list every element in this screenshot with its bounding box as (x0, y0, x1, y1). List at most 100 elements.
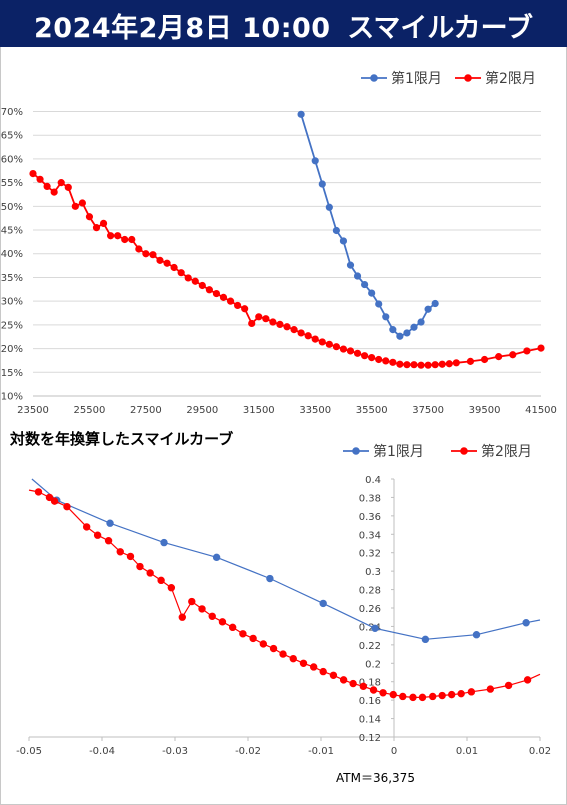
data-point-2 (289, 654, 297, 663)
data-point-1 (346, 261, 355, 269)
data-point-2 (424, 361, 432, 369)
data-point-2 (486, 685, 495, 693)
x-tick-label: -0.04 (89, 746, 115, 757)
data-point-1 (472, 631, 481, 639)
chart2-heading: 対数を年換算したスマイルカーブ (10, 430, 234, 448)
y-tick-label: 0.22 (359, 641, 381, 652)
data-point-2 (409, 693, 417, 702)
data-point-1 (417, 318, 425, 326)
data-point-2 (297, 329, 305, 337)
data-point-2 (417, 361, 425, 369)
y-tick-label: 0.38 (359, 493, 381, 504)
data-point-2 (116, 548, 124, 556)
y-tick-label: 40% (1, 249, 23, 260)
x-tick-label: 37500 (412, 405, 444, 416)
data-point-2 (269, 644, 278, 653)
data-point-2 (310, 663, 318, 671)
y-tick-label: 20% (1, 344, 23, 355)
data-point-2 (34, 488, 43, 496)
y-tick-label: 30% (1, 297, 23, 308)
data-point-2 (361, 352, 369, 360)
legend-label-1: 第1限月 (373, 443, 424, 460)
data-point-2 (212, 289, 221, 298)
y-tick-label: 0.34 (359, 530, 381, 541)
y-tick-label: 0.4 (365, 475, 381, 486)
data-point-2 (452, 359, 460, 367)
data-point-1 (311, 157, 319, 165)
data-point-2 (114, 232, 122, 240)
y-tick-label: 55% (1, 178, 23, 189)
data-point-2 (170, 263, 178, 272)
data-point-2 (379, 689, 387, 697)
data-point-2 (445, 360, 453, 368)
x-tick-label: -0.03 (162, 746, 188, 757)
data-point-2 (184, 274, 192, 282)
atm-label: ATM＝36,375 (336, 771, 415, 785)
series-line-1 (31, 478, 541, 640)
y-tick-label: 0.32 (359, 549, 381, 560)
data-point-2 (43, 182, 51, 191)
data-point-2 (466, 357, 475, 365)
data-point-2 (290, 326, 298, 334)
data-point-2 (319, 667, 327, 676)
data-point-1 (339, 237, 348, 245)
data-point-2 (85, 213, 94, 221)
data-point-2 (382, 357, 390, 365)
data-point-2 (50, 188, 58, 196)
data-point-2 (128, 235, 136, 244)
x-tick-label: 35500 (356, 405, 388, 416)
data-point-2 (198, 281, 206, 290)
data-point-2 (226, 297, 235, 305)
data-point-2 (107, 232, 115, 240)
data-point-2 (104, 537, 113, 545)
data-point-2 (163, 259, 171, 267)
data-point-2 (64, 183, 72, 191)
x-tick-label: 41500 (525, 405, 557, 416)
data-point-1 (325, 203, 333, 211)
data-point-2 (353, 349, 362, 357)
x-tick-label: 31500 (243, 405, 275, 416)
header-bar: 2024年2月8日 10:00 スマイルカーブ (0, 0, 567, 47)
data-point-2 (262, 315, 270, 323)
data-point-1 (403, 329, 411, 337)
data-point-2 (325, 340, 333, 348)
series-line-2 (32, 172, 542, 367)
y-tick-label: 0.2 (365, 659, 381, 670)
legend-marker-2 (460, 447, 468, 455)
y-tick-label: 0.16 (359, 696, 381, 707)
data-point-2 (403, 361, 411, 369)
data-point-1 (266, 574, 274, 583)
data-point-2 (82, 523, 91, 531)
data-point-2 (447, 690, 456, 699)
data-point-2 (156, 256, 164, 264)
data-point-2 (369, 686, 378, 694)
x-tick-label: 0.02 (529, 746, 551, 757)
data-point-2 (396, 360, 404, 368)
data-point-2 (299, 659, 308, 667)
data-point-2 (428, 692, 437, 701)
legend-label-1: 第1限月 (391, 70, 442, 87)
data-point-2 (63, 502, 71, 511)
data-point-1 (368, 289, 376, 297)
y-tick-label: 0.36 (359, 512, 381, 523)
data-point-2 (228, 623, 237, 632)
y-tick-label: 35% (1, 273, 23, 284)
series-line-1 (300, 114, 436, 338)
data-point-1 (410, 323, 418, 331)
data-point-2 (279, 650, 287, 658)
data-point-2 (495, 353, 503, 361)
y-tick-label: 0.24 (359, 622, 381, 633)
data-point-2 (389, 358, 397, 366)
data-point-2 (399, 692, 407, 701)
data-point-2 (218, 618, 227, 626)
data-point-2 (167, 584, 176, 592)
data-point-1 (353, 272, 362, 280)
data-point-1 (318, 180, 326, 188)
data-point-2 (50, 497, 59, 505)
data-point-1 (389, 326, 397, 334)
data-point-2 (71, 202, 79, 210)
x-tick-label: -0.05 (16, 746, 42, 757)
data-point-2 (359, 682, 368, 691)
data-point-2 (191, 277, 199, 285)
y-tick-label: 15% (1, 368, 23, 379)
